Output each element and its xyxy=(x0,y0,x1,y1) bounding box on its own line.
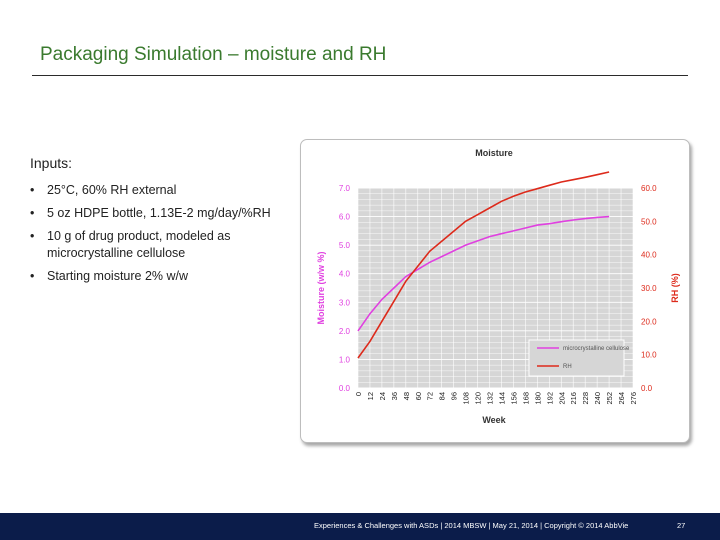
y2-tick-label: 30.0 xyxy=(641,284,657,293)
y2-tick-label: 60.0 xyxy=(641,184,657,193)
x-tick-label: 156 xyxy=(509,392,518,405)
x-tick-label: 144 xyxy=(497,392,506,405)
y-tick-label: 7.0 xyxy=(339,184,351,193)
input-bullet: • Starting moisture 2% w/w xyxy=(30,268,292,285)
input-bullet: • 5 oz HDPE bottle, 1.13E-2 mg/day/%RH xyxy=(30,205,292,222)
y-tick-label: 1.0 xyxy=(339,355,351,364)
x-tick-label: 12 xyxy=(366,392,375,400)
x-tick-label: 192 xyxy=(545,392,554,405)
y2-tick-label: 0.0 xyxy=(641,384,653,393)
y-axis-label: Moisture (w/w %) xyxy=(316,251,326,324)
y-tick-label: 2.0 xyxy=(339,327,351,336)
footer-bar: Experiences & Challenges with ASDs | 201… xyxy=(0,513,720,540)
chart-title: Moisture xyxy=(475,148,513,158)
x-tick-label: 180 xyxy=(533,392,542,405)
y2-tick-label: 20.0 xyxy=(641,317,657,326)
x-tick-label: 96 xyxy=(450,392,459,400)
series-line-rh xyxy=(357,171,610,359)
bullet-marker: • xyxy=(30,183,35,197)
x-tick-label: 264 xyxy=(617,392,626,405)
x-tick-label: 72 xyxy=(426,392,435,400)
x-tick-label: 0 xyxy=(354,392,363,396)
y2-tick-label: 40.0 xyxy=(641,251,657,260)
legend-label: RH xyxy=(563,364,572,370)
x-tick-label: 276 xyxy=(629,392,638,405)
input-bullet: • 10 g of drug product, modeled as microc… xyxy=(30,228,292,262)
x-tick-label: 48 xyxy=(402,392,411,400)
slide-title: Packaging Simulation – moisture and RH xyxy=(40,44,387,65)
legend-box xyxy=(528,339,625,377)
bullet-text: 25°C, 60% RH external xyxy=(47,183,177,197)
footer-text: Experiences & Challenges with ASDs | 201… xyxy=(314,521,629,530)
bullet-marker: • xyxy=(30,269,35,283)
bullet-text: 10 g of drug product, modeled as microcr… xyxy=(47,229,231,260)
x-tick-label: 36 xyxy=(390,392,399,400)
x-tick-label: 216 xyxy=(569,392,578,405)
x-tick-label: 228 xyxy=(581,392,590,405)
y-tick-label: 4.0 xyxy=(339,270,351,279)
y-tick-label: 5.0 xyxy=(339,241,351,250)
x-tick-label: 84 xyxy=(438,392,447,400)
inputs-list: • 25°C, 60% RH external • 5 oz HDPE bottle… xyxy=(30,182,292,291)
inputs-heading: Inputs: xyxy=(30,155,73,171)
y2-tick-label: 10.0 xyxy=(641,351,657,360)
title-divider xyxy=(32,75,688,76)
x-tick-label: 60 xyxy=(414,392,423,400)
x-tick-label: 24 xyxy=(378,392,387,400)
y-tick-label: 3.0 xyxy=(339,298,351,307)
x-tick-label: 240 xyxy=(593,392,602,405)
moisture-chart: Moisture 0.0 1.0 2.0 3.0 4.0 5.0 6.0 7.0 0.0 10.0 2… xyxy=(316,148,680,425)
bullet-marker: • xyxy=(30,206,35,220)
bullet-text: Starting moisture 2% w/w xyxy=(47,269,189,283)
x-tick-label: 108 xyxy=(462,392,471,405)
x-axis-label: Week xyxy=(482,415,506,425)
x-tick-label: 120 xyxy=(474,392,483,405)
y2-axis-label: RH (%) xyxy=(670,273,680,303)
y2-tick-label: 50.0 xyxy=(641,217,657,226)
x-tick-label: 168 xyxy=(521,392,530,405)
x-tick-label: 204 xyxy=(557,392,566,405)
y-tick-label: 6.0 xyxy=(339,213,351,222)
bullet-text: 5 oz HDPE bottle, 1.13E-2 mg/day/%RH xyxy=(47,206,271,220)
input-bullet: • 25°C, 60% RH external xyxy=(30,182,292,199)
bullet-marker: • xyxy=(30,229,35,243)
page-number: 27 xyxy=(677,521,686,530)
x-tick-label: 252 xyxy=(605,392,614,405)
y-tick-label: 0.0 xyxy=(339,384,351,393)
moisture-chart-panel: Moisture 0.0 1.0 2.0 3.0 4.0 5.0 6.0 7.0 0.0 10.0 2… xyxy=(300,139,690,443)
series-line-microcrystalline-cellulose xyxy=(357,215,610,332)
legend-label: microcrystalline cellulose xyxy=(563,346,630,352)
x-tick-label: 132 xyxy=(486,392,495,405)
